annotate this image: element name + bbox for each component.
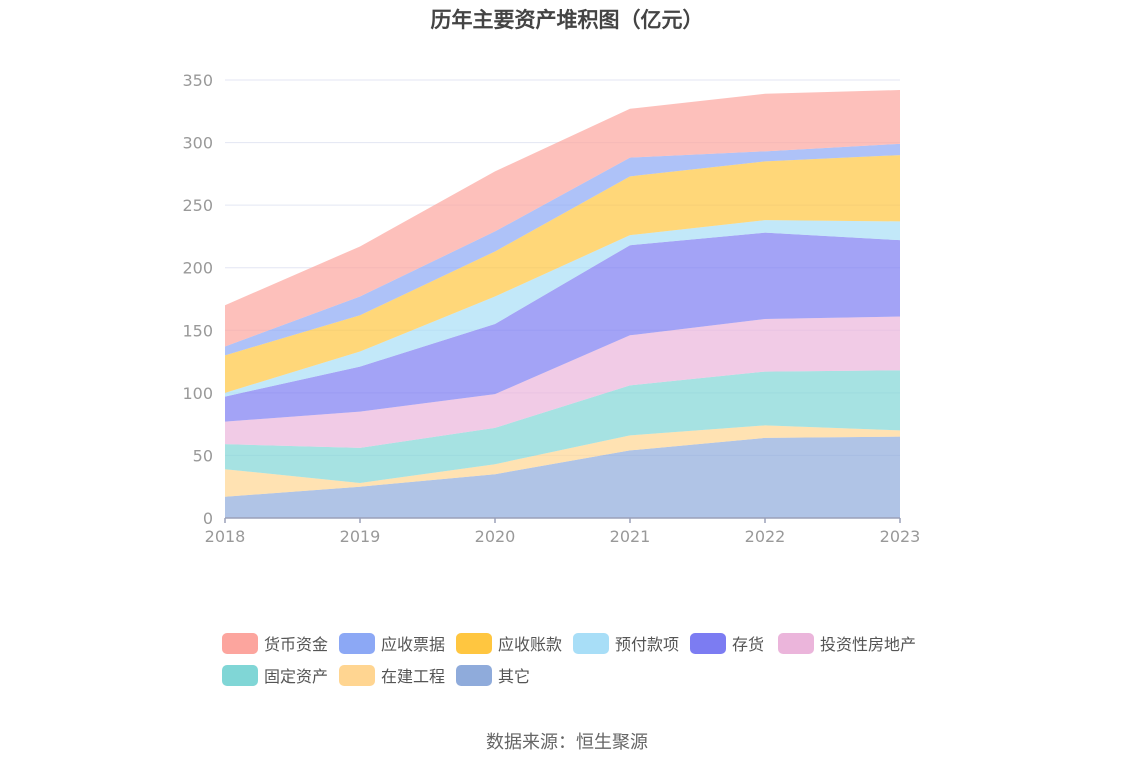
legend-item[interactable]: 应收账款 — [456, 630, 562, 656]
legend-item[interactable]: 其它 — [456, 662, 530, 688]
legend-item[interactable]: 存货 — [690, 630, 764, 656]
y-tick-label: 150 — [182, 321, 213, 340]
y-tick-label: 250 — [182, 196, 213, 215]
x-tick-label: 2022 — [745, 527, 786, 546]
legend-item[interactable]: 投资性房地产 — [778, 630, 916, 656]
source-note: 数据来源：恒生聚源 — [486, 732, 648, 753]
y-tick-label: 350 — [182, 71, 213, 90]
area-series-3 — [225, 316, 900, 448]
x-tick-label: 2019 — [340, 527, 381, 546]
y-tick-label: 300 — [182, 134, 213, 153]
legend-swatch — [573, 632, 609, 654]
legend-label: 应收票据 — [381, 635, 446, 654]
area-series — [225, 90, 900, 518]
legend-item[interactable]: 固定资产 — [222, 662, 328, 688]
area-series-8 — [225, 90, 900, 347]
x-tick-label: 2020 — [475, 527, 516, 546]
area-series-6 — [225, 155, 900, 393]
y-tick-label: 100 — [182, 384, 213, 403]
area-series-1 — [225, 425, 900, 497]
chart-title: 历年主要资产堆积图（亿元） — [430, 8, 704, 32]
legend-swatch — [222, 632, 258, 654]
legend-swatch — [456, 664, 492, 686]
legend-item[interactable]: 在建工程 — [339, 662, 445, 688]
area-series-2 — [225, 370, 900, 483]
legend-label: 其它 — [498, 667, 531, 686]
legend-label: 固定资产 — [264, 667, 329, 686]
legend-label: 应收账款 — [498, 635, 563, 654]
legend-swatch — [339, 632, 375, 654]
legend-item[interactable]: 货币资金 — [222, 630, 328, 656]
y-tick-label: 50 — [193, 446, 213, 465]
area-series-5 — [225, 220, 900, 397]
legend-item[interactable]: 预付款项 — [573, 630, 679, 656]
legend-swatch — [222, 664, 258, 686]
legend-swatch — [778, 632, 814, 654]
legend-label: 在建工程 — [381, 667, 446, 686]
legend-label: 预付款项 — [615, 635, 680, 654]
y-tick-label: 200 — [182, 259, 213, 278]
x-tick-label: 2023 — [880, 527, 921, 546]
y-tick-label: 0 — [203, 509, 213, 528]
legend-swatch — [456, 632, 492, 654]
legend-swatch — [690, 632, 726, 654]
legend-label: 货币资金 — [264, 635, 329, 654]
legend-swatch — [339, 664, 375, 686]
axes: 0 50 100 150 200 250 300 350 2018 2019 2020 2021 202… — [182, 71, 920, 546]
area-series-7 — [225, 143, 900, 356]
legend-label: 存货 — [732, 635, 765, 654]
area-series-0 — [225, 436, 900, 518]
legend-label: 投资性房地产 — [820, 635, 917, 654]
stacked-area-chart: 0 50 100 150 200 250 300 350 2018 2019 2020 2021 202… — [182, 71, 920, 546]
area-series-4 — [225, 232, 900, 422]
x-tick-label: 2018 — [205, 527, 246, 546]
legend-item[interactable]: 应收票据 — [339, 630, 445, 656]
x-tick-label: 2021 — [610, 527, 651, 546]
